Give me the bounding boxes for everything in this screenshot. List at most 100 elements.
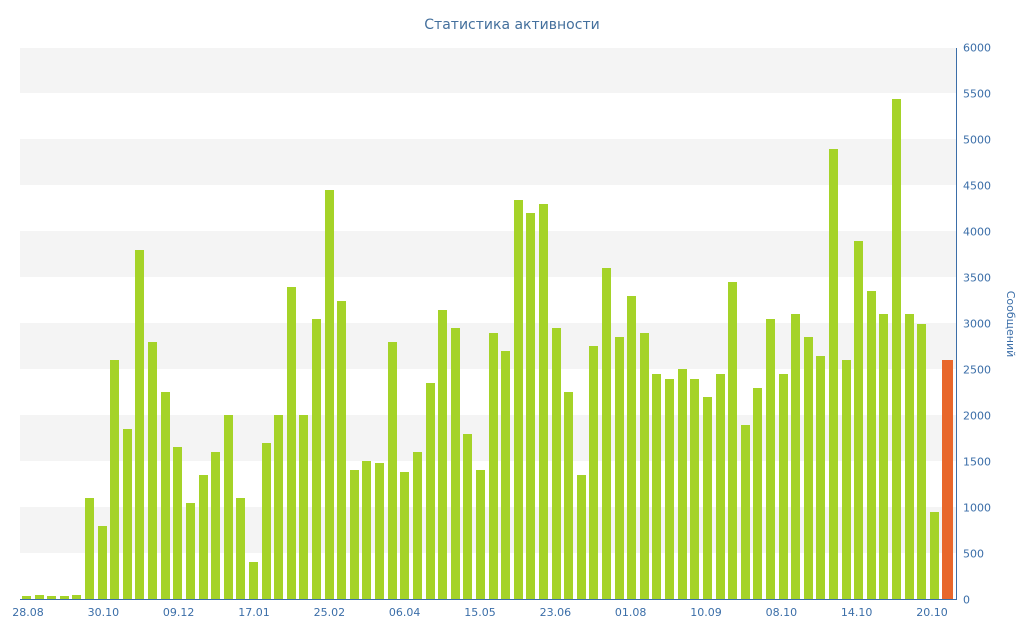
bar [538,204,548,599]
bar [375,463,385,599]
bar [324,190,334,599]
bar [160,392,170,599]
x-axis-tick-labels: 28.08 30.10 09.12 17.01 25.02 06.04 15.05 23.06… [12,606,948,622]
x-tick-label: 01.08 [614,606,647,619]
bar [501,351,511,599]
bar [879,314,889,599]
x-tick-label: 20.10 [916,606,948,619]
y-tick-label: 1500 [963,455,991,469]
bar [349,470,359,599]
bar [400,472,410,599]
bar [122,429,132,599]
y-axis-title: Сообщений [1004,290,1017,358]
bar [223,415,233,599]
bar [576,475,586,599]
bar [765,318,775,599]
bar [148,341,158,599]
x-tick-label: 14.10 [840,606,873,619]
y-tick-label: 2500 [963,363,991,377]
y-tick-label: 3500 [963,271,991,285]
x-tick-label: 08.10 [765,606,798,619]
bar [740,424,750,599]
bar [677,369,687,599]
bar [22,596,31,599]
bar [412,452,422,599]
bar [551,328,561,599]
bar [854,240,864,599]
bar [627,295,637,599]
y-tick-label: 2000 [963,409,991,423]
bar [602,268,612,599]
y-tick-label: 5500 [963,87,991,101]
bar [917,323,927,599]
bar [248,562,258,599]
bar [488,332,498,599]
bar [866,291,876,599]
x-tick-label: 23.06 [539,606,572,619]
bar [72,595,82,599]
bar [261,442,271,599]
bar [526,213,536,599]
bar [904,314,914,599]
x-tick-label: 30.10 [87,606,120,619]
y-axis-tick-labels: 0 500 1000 1500 2000 2500 3000 3500 4000 4500 5000… [963,43,1005,606]
bar [337,300,347,599]
bar [753,387,763,599]
bar [589,346,599,599]
bar [639,332,649,599]
bar [463,433,473,599]
bar [299,415,309,599]
bar [47,596,57,599]
bar [841,360,851,599]
x-tick-label: 25.02 [313,606,346,619]
bar [198,475,208,599]
bar [211,452,221,599]
x-tick-label: 09.12 [162,606,195,619]
y-tick-label: 4500 [963,179,991,193]
y-tick-label: 5000 [963,133,991,147]
bar [59,596,69,599]
plot-area [20,48,957,600]
bar [110,360,120,599]
bar [97,525,107,599]
bar [778,374,788,599]
bar [803,337,813,599]
bars-container [20,48,956,599]
x-tick-label: 10.09 [690,606,722,619]
bar [85,497,95,599]
bar [438,309,448,599]
bar [816,355,826,599]
y-tick-label: 1000 [963,501,991,515]
y-tick-label: 4000 [963,225,991,239]
bar [690,378,700,599]
bar [274,415,284,599]
bar [614,337,624,599]
bar-current-period [942,360,954,599]
x-tick-label: 06.04 [388,606,421,619]
bar [513,199,523,599]
chart-title: Статистика активности [424,17,600,33]
bar [425,383,435,599]
bar [715,374,725,599]
y-tick-label: 0 [963,593,970,607]
bar [135,250,145,599]
bar [652,374,662,599]
bar [665,378,675,599]
bar [829,149,838,599]
bar [892,98,902,599]
y-tick-label: 500 [963,547,984,561]
bar [387,341,397,599]
y-tick-label: 6000 [963,41,991,55]
bar [475,470,485,599]
bar [929,511,939,599]
x-tick-label: 17.01 [238,606,270,619]
bar [564,392,574,599]
bar [236,497,246,599]
bar [702,396,712,599]
bar [362,461,372,599]
y-tick-label: 3000 [963,317,991,331]
bar [185,502,195,599]
bar [728,282,738,599]
x-tick-label: 28.08 [12,606,44,619]
bar [286,286,296,599]
